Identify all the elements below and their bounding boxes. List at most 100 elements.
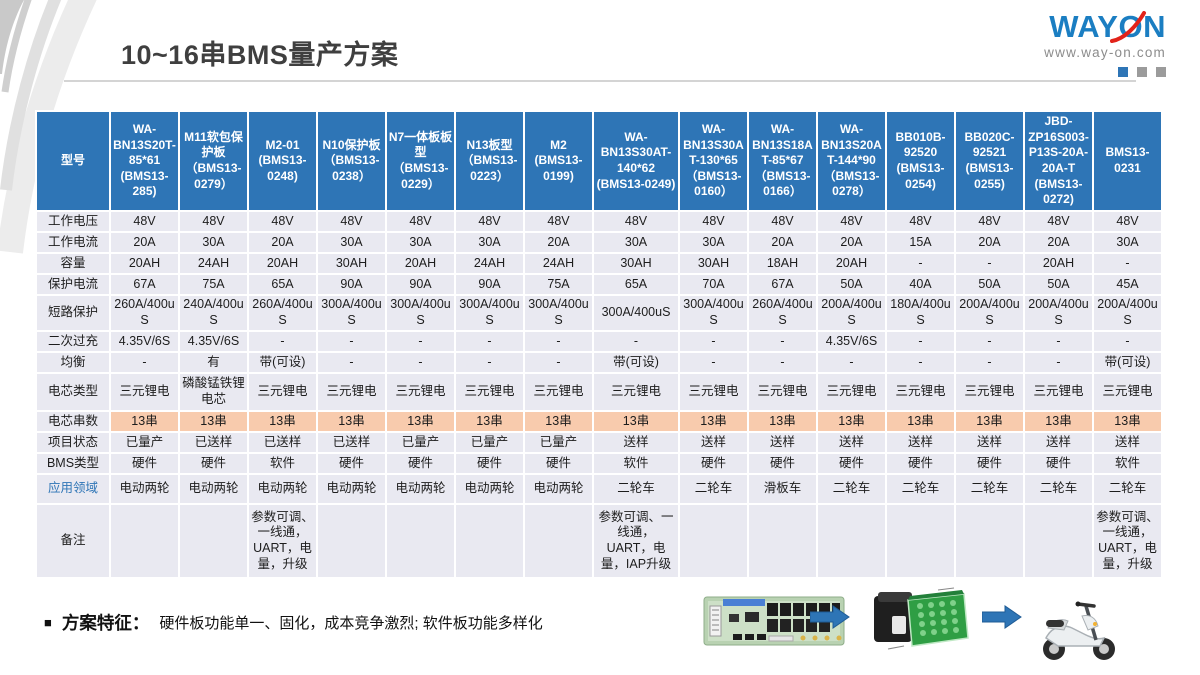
column-header: WA-BN13S30AT-140*62 (BMS13-0249) bbox=[592, 110, 680, 212]
table-cell: 50A bbox=[816, 273, 887, 296]
table-cell: 硬件 bbox=[385, 452, 456, 475]
table-cell bbox=[316, 503, 387, 579]
table-cell bbox=[885, 503, 956, 579]
row-label: 备注 bbox=[35, 503, 111, 579]
row-label: 短路保护 bbox=[35, 294, 111, 332]
table-row: 工作电压 48V 48V 48V 48V 48V 48V 48V 48V 48V 48V 48V 48V… bbox=[35, 210, 1163, 233]
table-cell: 13串 bbox=[247, 410, 318, 433]
bms-pcb-board-image bbox=[703, 596, 845, 646]
flow-arrow-icon-1 bbox=[810, 605, 850, 629]
table-cell: 二轮车 bbox=[816, 473, 887, 505]
table-cell bbox=[523, 503, 594, 579]
table-cell: 硬件 bbox=[178, 452, 249, 475]
table-cell: 二轮车 bbox=[954, 473, 1025, 505]
table-cell: 二轮车 bbox=[1023, 473, 1094, 505]
table-cell: - bbox=[454, 330, 525, 353]
table-cell: 20A bbox=[247, 231, 318, 254]
table-cell: - bbox=[1092, 252, 1163, 275]
table-cell: 13串 bbox=[385, 410, 456, 433]
table-cell: 带(可设) bbox=[247, 351, 318, 374]
table-cell: 200A/400uS bbox=[816, 294, 887, 332]
table-cell: 48V bbox=[678, 210, 749, 233]
table-cell: 40A bbox=[885, 273, 956, 296]
table-cell: 50A bbox=[1023, 273, 1094, 296]
table-cell: 二轮车 bbox=[1092, 473, 1163, 505]
table-cell: 已量产 bbox=[523, 431, 594, 454]
table-cell bbox=[816, 503, 887, 579]
table-cell: 13串 bbox=[316, 410, 387, 433]
table-cell: 65A bbox=[247, 273, 318, 296]
table-cell: 硬件 bbox=[954, 452, 1025, 475]
table-cell: 硬件 bbox=[885, 452, 956, 475]
table-cell: 三元锂电 bbox=[316, 372, 387, 412]
column-header: M2-01 (BMS13-0248) bbox=[247, 110, 318, 212]
table-cell: - bbox=[316, 330, 387, 353]
logo-square-blue bbox=[1118, 67, 1128, 78]
table-cell: 20AH bbox=[385, 252, 456, 275]
table-cell bbox=[678, 503, 749, 579]
table-cell: 20AH bbox=[816, 252, 887, 275]
table-cell: - bbox=[109, 351, 180, 374]
table-cell: 硬件 bbox=[816, 452, 887, 475]
table-cell: 参数可调、一线通，UART，电量，升级 bbox=[247, 503, 318, 579]
table-cell: - bbox=[1023, 351, 1094, 374]
table-cell bbox=[385, 503, 456, 579]
table-cell bbox=[178, 503, 249, 579]
table-cell: 48V bbox=[747, 210, 818, 233]
row-label: 应用领域 bbox=[35, 473, 111, 505]
table-cell: 二轮车 bbox=[885, 473, 956, 505]
table-cell: 20A bbox=[954, 231, 1025, 254]
table-row: 工作电流 20A 30A 20A 30A 30A 30A 20A 30A 30A 20A 20A 15A… bbox=[35, 231, 1163, 254]
table-cell: 13串 bbox=[954, 410, 1025, 433]
table-cell: 13串 bbox=[885, 410, 956, 433]
table-cell: 送样 bbox=[678, 431, 749, 454]
logo-red-swoosh-icon bbox=[1110, 11, 1146, 43]
table-cell: 70A bbox=[678, 273, 749, 296]
table-cell: 48V bbox=[885, 210, 956, 233]
table-cell: 30AH bbox=[592, 252, 680, 275]
row-label: 电芯类型 bbox=[35, 372, 111, 412]
table-cell: 13串 bbox=[523, 410, 594, 433]
table-cell: 已送样 bbox=[247, 431, 318, 454]
table-cell: 三元锂电 bbox=[523, 372, 594, 412]
table-cell: 三元锂电 bbox=[747, 372, 818, 412]
table-cell: 13串 bbox=[109, 410, 180, 433]
row-label: 均衡 bbox=[35, 351, 111, 374]
table-cell: 三元锂电 bbox=[247, 372, 318, 412]
table-cell: 送样 bbox=[954, 431, 1025, 454]
table-cell: 75A bbox=[178, 273, 249, 296]
table-cell: - bbox=[1092, 330, 1163, 353]
table-cell: 65A bbox=[592, 273, 680, 296]
table-cell: 电动两轮 bbox=[178, 473, 249, 505]
row-label: 保护电流 bbox=[35, 273, 111, 296]
logo-square-gray-2 bbox=[1156, 67, 1166, 78]
table-cell: 24AH bbox=[178, 252, 249, 275]
table-cell: 180A/400uS bbox=[885, 294, 956, 332]
column-header: WA-BN13S30AT-130*65（BMS13-0160） bbox=[678, 110, 749, 212]
table-cell: 三元锂电 bbox=[454, 372, 525, 412]
table-cell: 送样 bbox=[816, 431, 887, 454]
table-cell: 三元锂电 bbox=[954, 372, 1025, 412]
table-cell: 参数可调、一线通，UART，电量，升级 bbox=[1092, 503, 1163, 579]
table-cell: - bbox=[385, 351, 456, 374]
table-row: 短路保护 260A/400uS 240A/400uS 260A/400uS 300A/4… bbox=[35, 294, 1163, 332]
table-cell: 二轮车 bbox=[592, 473, 680, 505]
table-cell: 13串 bbox=[678, 410, 749, 433]
table-cell: 24AH bbox=[523, 252, 594, 275]
table-cell: - bbox=[954, 351, 1025, 374]
page-title: 10~16串BMS量产方案 bbox=[121, 40, 399, 70]
table-cell: 13串 bbox=[747, 410, 818, 433]
logo-brand-text: WAYON bbox=[1049, 9, 1166, 44]
table-cell: 30A bbox=[178, 231, 249, 254]
table-cell: 4.35V/6S bbox=[816, 330, 887, 353]
table-cell: - bbox=[1023, 330, 1094, 353]
table-cell: 20AH bbox=[247, 252, 318, 275]
table-cell: 三元锂电 bbox=[1023, 372, 1094, 412]
table-cell: 48V bbox=[454, 210, 525, 233]
table-cell: 90A bbox=[454, 273, 525, 296]
table-cell: - bbox=[816, 351, 887, 374]
column-header: BMS13-0231 bbox=[1092, 110, 1163, 212]
table-cell: 硬件 bbox=[1023, 452, 1094, 475]
table-cell: - bbox=[316, 351, 387, 374]
column-header: WA-BN13S20AT-144*90（BMS13-0278） bbox=[816, 110, 887, 212]
